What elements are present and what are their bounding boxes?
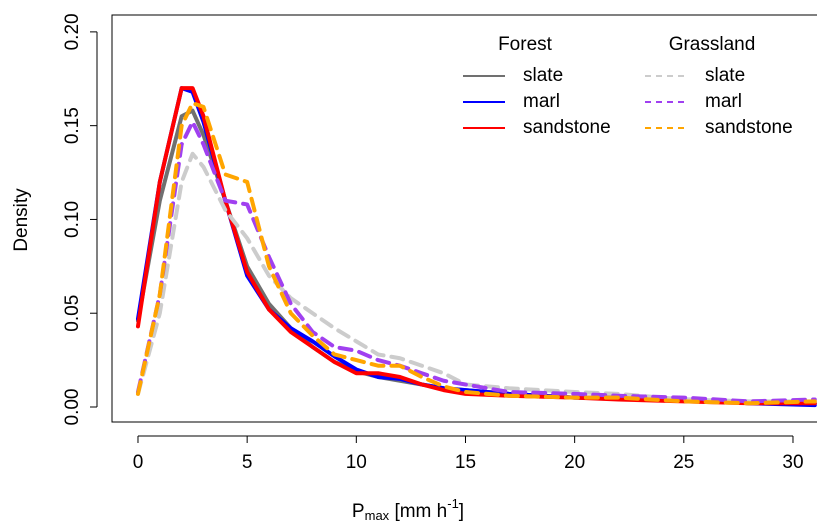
density-curve [135, 108, 817, 406]
x-axis-label: Pmax [mm h-1] [352, 496, 464, 523]
x-label-part: P [352, 501, 365, 522]
plot-area [135, 86, 817, 408]
legend-group-title: Grassland [669, 34, 756, 55]
legend-label: marl [523, 91, 560, 112]
x-label-part: [mm h [389, 501, 447, 522]
legend-label: slate [523, 65, 563, 86]
legend-group-title: Forest [498, 34, 553, 55]
x-tick-label: 10 [346, 452, 367, 473]
plot-frame [111, 14, 817, 423]
x-tick-label: 20 [564, 452, 585, 473]
y-tick-label: 0.05 [62, 295, 83, 332]
y-tick-label: 0.15 [62, 107, 83, 144]
x-label-sup: -1 [447, 496, 459, 511]
legend-label: sandstone [523, 117, 611, 138]
x-label-sub: max [365, 508, 390, 523]
legend-label: sandstone [705, 117, 793, 138]
y-tick-label: 0.10 [62, 201, 83, 238]
density-curve [135, 119, 817, 404]
x-tick-label: 15 [455, 452, 476, 473]
y-tick-label: 0.00 [62, 389, 83, 426]
legend-label: marl [705, 91, 742, 112]
x-tick-label: 25 [673, 452, 694, 473]
legend-label: slate [705, 65, 745, 86]
x-tick-label: 5 [242, 452, 253, 473]
x-tick-label: 0 [133, 452, 144, 473]
y-tick-label: 0.20 [62, 13, 83, 50]
x-tick-label: 30 [782, 452, 803, 473]
density-curve [135, 101, 817, 406]
x-label-part: ] [459, 501, 464, 522]
y-axis-label: Density [11, 188, 32, 252]
density-curve [135, 151, 817, 404]
